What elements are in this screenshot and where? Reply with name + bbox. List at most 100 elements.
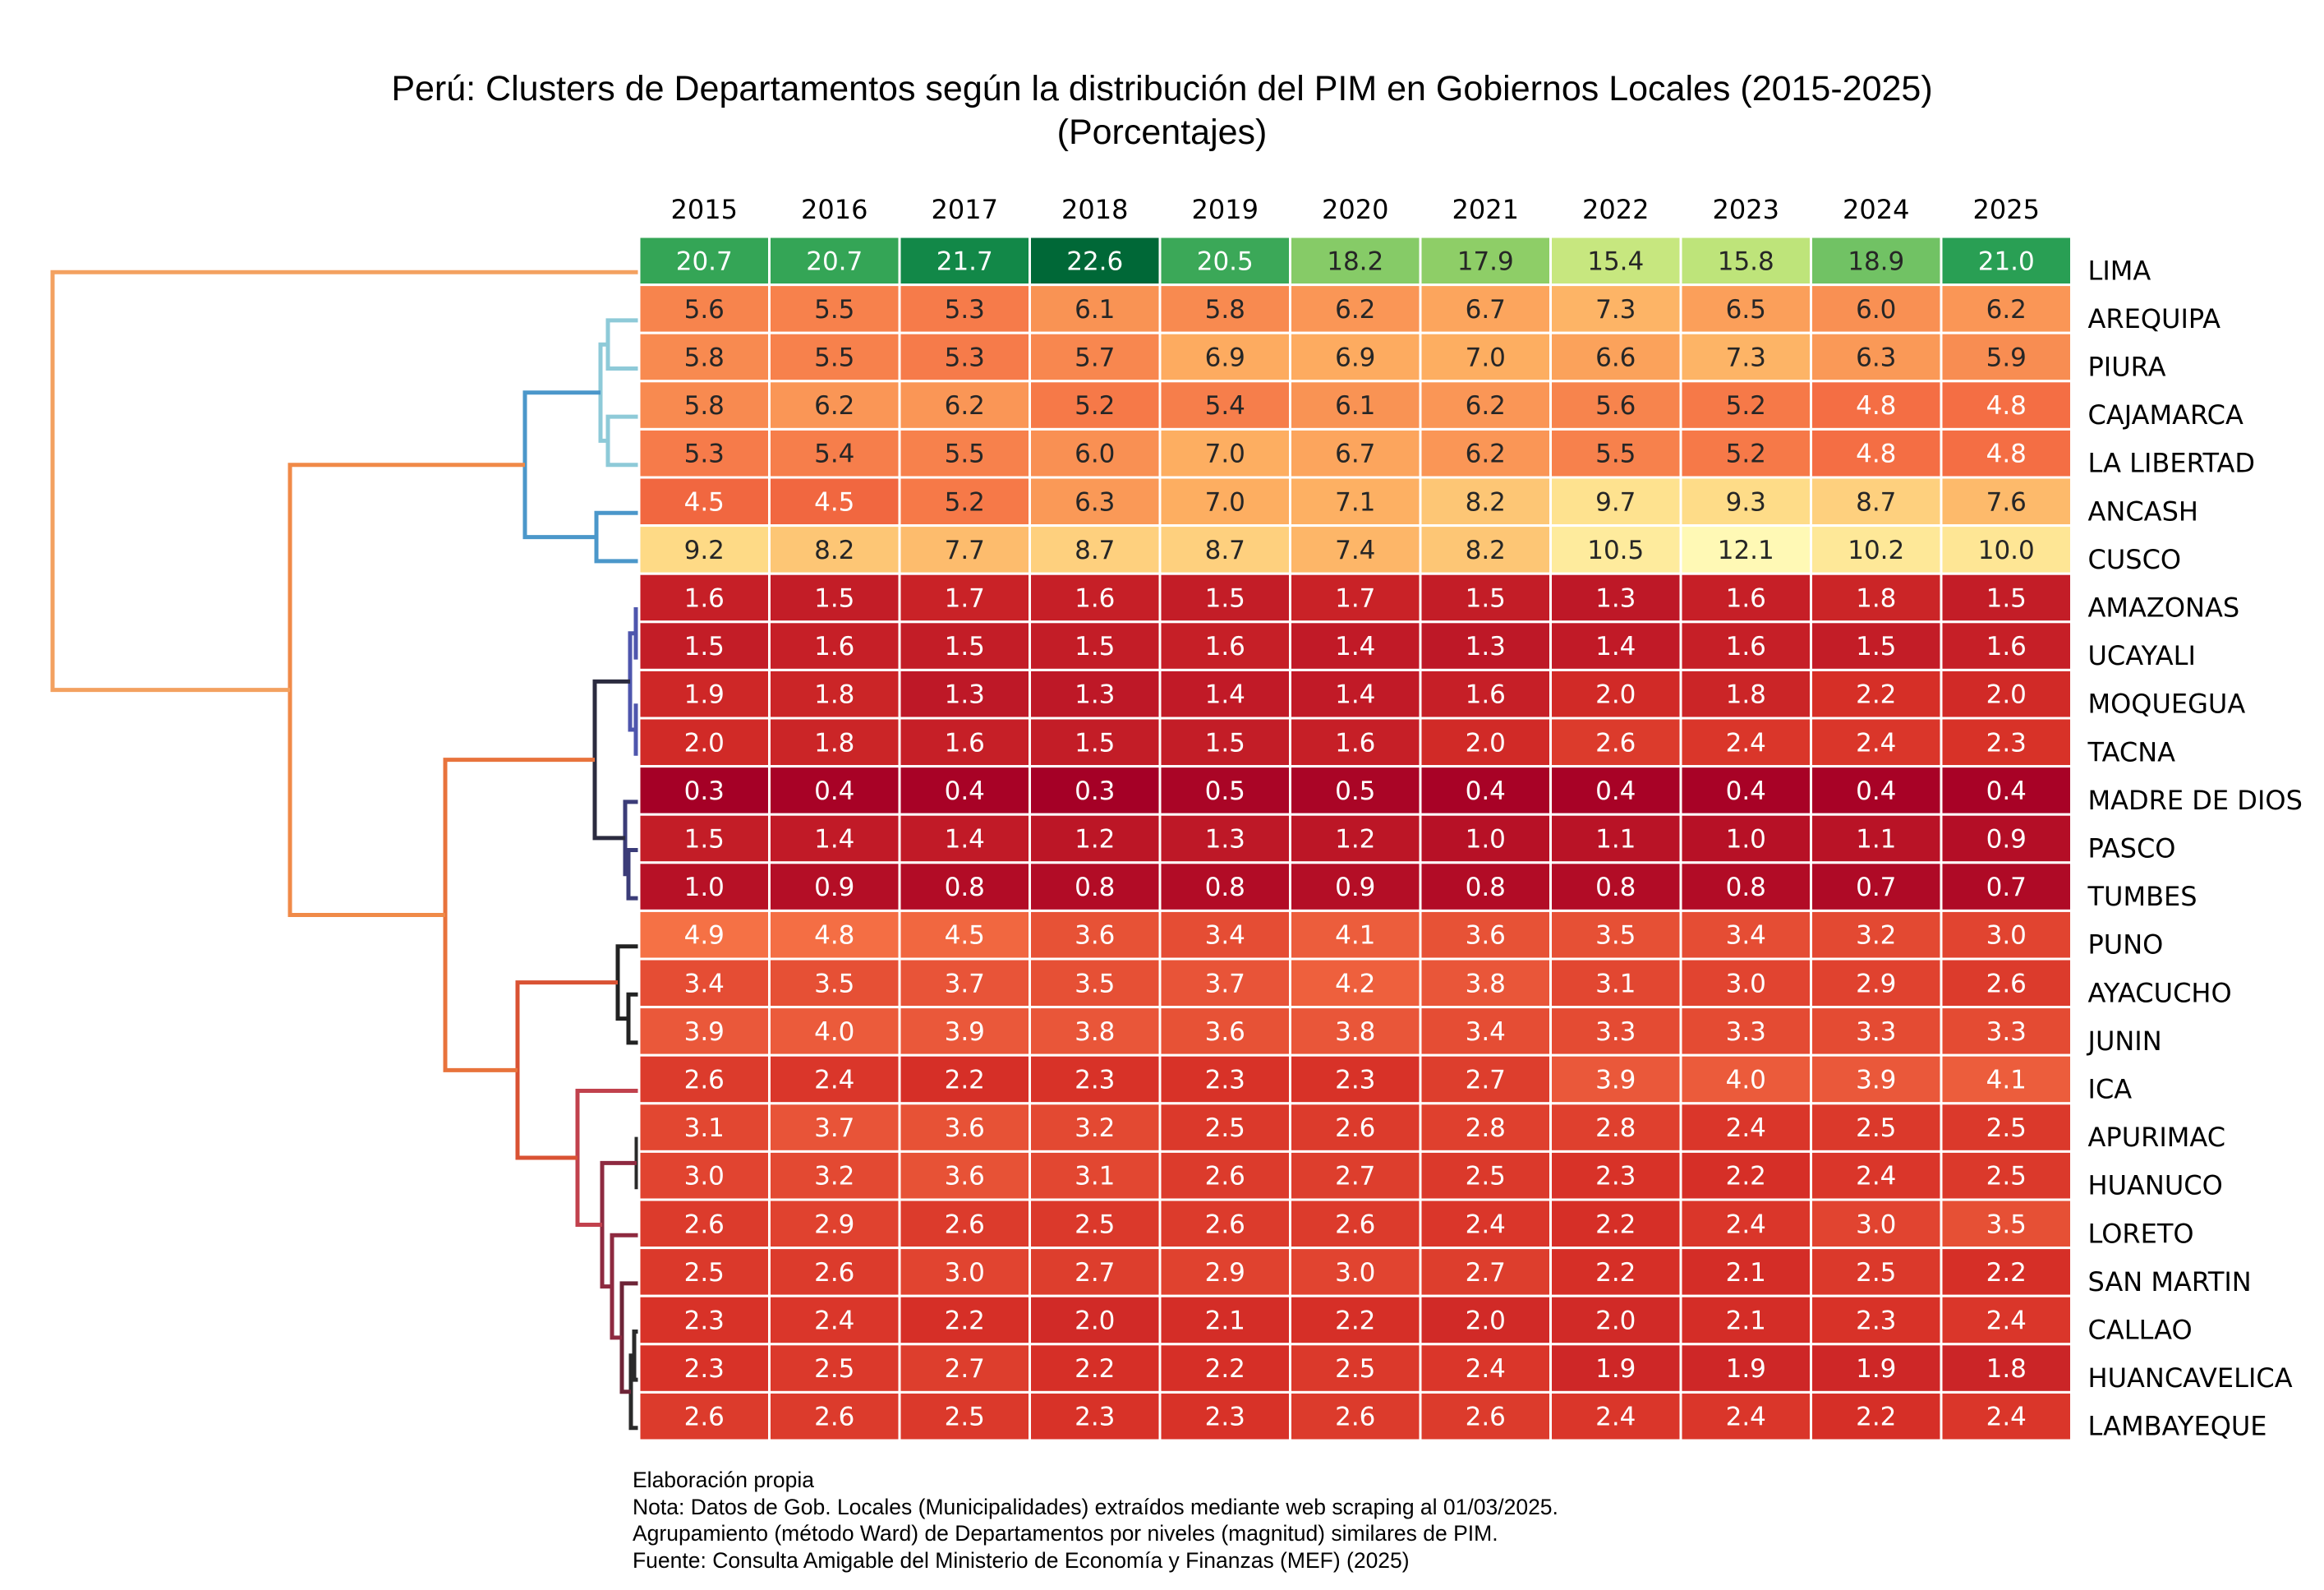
heatmap-cell (1679, 235, 1812, 287)
cell-value-label: 2.5 (684, 1258, 725, 1288)
dendrogram-link (443, 758, 595, 1072)
department-label: SAN MARTIN (2088, 1266, 2252, 1297)
cell-value-label: 2.0 (1466, 728, 1506, 758)
cell-value-label: 3.0 (1856, 1210, 1896, 1239)
cell-value-label: 5.8 (1205, 295, 1245, 325)
cell-value-label: 2.9 (814, 1210, 854, 1239)
cell-value-label: 1.3 (1075, 680, 1115, 710)
cell-value-label: 6.5 (1726, 295, 1766, 325)
cell-value-label: 1.8 (1726, 680, 1766, 710)
cell-value-label: 0.8 (945, 873, 985, 902)
cell-value-label: 1.6 (1466, 680, 1506, 710)
cell-value-label: 1.6 (1075, 584, 1115, 614)
cell-value-label: 1.8 (814, 680, 854, 710)
chart-notes: Elaboración propia Nota: Datos de Gob. L… (633, 1467, 1558, 1574)
cell-value-label: 1.4 (1335, 632, 1375, 661)
cell-value-label: 1.8 (1986, 1354, 2027, 1384)
year-label: 2024 (1843, 194, 1909, 225)
cell-value-label: 8.7 (1075, 536, 1115, 565)
cell-value-label: 5.5 (814, 295, 854, 325)
department-label: MADRE DE DIOS (2088, 785, 2303, 816)
cell-value-label: 20.7 (676, 247, 733, 276)
heatmap-cell (1029, 717, 1162, 768)
heatmap-cell (1549, 1390, 1682, 1442)
department-label: LIMA (2088, 255, 2151, 286)
heatmap-cell (1810, 909, 1943, 961)
heatmap-cell (1419, 476, 1552, 528)
cell-value-label: 2.2 (945, 1066, 985, 1095)
heatmap-cell (637, 717, 771, 768)
heatmap-cell (1029, 427, 1162, 479)
heatmap-cell (898, 1247, 1031, 1297)
cell-value-label: 10.5 (1587, 536, 1644, 565)
cell-value-label: 2.7 (945, 1354, 985, 1384)
department-label: ANCASH (2088, 495, 2198, 527)
cell-value-label: 1.6 (1986, 632, 2027, 661)
year-label: 2023 (1713, 194, 1779, 225)
cell-value-label: 1.3 (1595, 584, 1636, 614)
cell-value-label: 1.9 (1856, 1354, 1896, 1384)
heatmap-cell (1029, 957, 1162, 1009)
cell-value-label: 2.3 (1205, 1066, 1245, 1095)
cell-value-label: 2.6 (1205, 1162, 1245, 1191)
cell-value-label: 2.7 (1075, 1258, 1115, 1288)
heatmap-cell (637, 1006, 771, 1057)
heatmap-cell (1810, 717, 1943, 768)
cell-value-label: 0.9 (814, 873, 854, 902)
cell-value-label: 5.2 (945, 487, 985, 517)
cell-value-label: 3.6 (1466, 921, 1506, 951)
cell-value-label: 3.7 (1205, 969, 1245, 998)
cell-value-label: 2.6 (1466, 1403, 1506, 1432)
cell-value-label: 1.2 (1075, 825, 1115, 855)
cell-value-label: 10.0 (1978, 536, 2035, 565)
heatmap-cell (1810, 1198, 1943, 1250)
heatmap-cell (898, 1053, 1031, 1105)
cell-value-label: 3.8 (1075, 1017, 1115, 1047)
heatmap-cell (1549, 668, 1682, 720)
year-label: 2019 (1192, 194, 1259, 225)
heatmap-cell (1289, 861, 1422, 912)
heatmap-cell (768, 331, 901, 383)
heatmap-cell (1419, 235, 1552, 287)
cell-value-label: 6.0 (1075, 440, 1115, 469)
heatmap-cell (1940, 427, 2073, 479)
cell-value-label: 3.2 (1856, 921, 1896, 951)
cell-value-label: 2.1 (1726, 1258, 1766, 1288)
cell-value-label: 5.9 (1986, 343, 2027, 373)
heatmap-cell (1940, 1390, 2073, 1442)
cell-value-label: 2.6 (1986, 969, 2027, 998)
dendrogram-link (288, 463, 525, 917)
cell-value-label: 4.5 (814, 487, 854, 517)
heatmap-cell (1810, 1102, 1943, 1153)
heatmap-cell (1549, 380, 1682, 431)
heatmap-cell (1549, 1198, 1682, 1250)
cell-value-label: 1.6 (684, 584, 725, 614)
cell-value-label: 2.4 (1595, 1403, 1636, 1432)
year-label: 2021 (1452, 194, 1519, 225)
heatmap-cell (1810, 668, 1943, 720)
heatmap-cell (1679, 1247, 1812, 1297)
cell-value-label: 1.3 (1466, 632, 1506, 661)
cell-value-label: 1.3 (945, 680, 985, 710)
cell-value-label: 6.2 (1466, 391, 1506, 421)
heatmap-cell (1679, 861, 1812, 912)
heatmap-cell (1158, 957, 1291, 1009)
cell-value-label: 0.7 (1986, 873, 2027, 902)
cell-value-label: 2.6 (1335, 1210, 1375, 1239)
heatmap-cell (1158, 524, 1291, 575)
cell-value-label: 1.6 (1205, 632, 1245, 661)
cell-value-label: 2.6 (684, 1403, 725, 1432)
cell-value-label: 2.3 (684, 1307, 725, 1336)
cell-value-label: 5.5 (945, 440, 985, 469)
heatmap-cell (1419, 1102, 1552, 1153)
heatmap-cell (1810, 620, 1943, 671)
cell-value-label: 2.1 (1205, 1307, 1245, 1336)
heatmap-cell (1419, 1053, 1552, 1105)
cell-value-label: 8.7 (1856, 487, 1896, 517)
heatmap-cell (1289, 1247, 1422, 1297)
cell-value-label: 2.3 (1986, 728, 2027, 758)
heatmap-cell (1029, 1198, 1162, 1250)
cell-value-label: 4.8 (1856, 440, 1896, 469)
cell-value-label: 2.5 (814, 1354, 854, 1384)
heatmap-cell (898, 620, 1031, 671)
